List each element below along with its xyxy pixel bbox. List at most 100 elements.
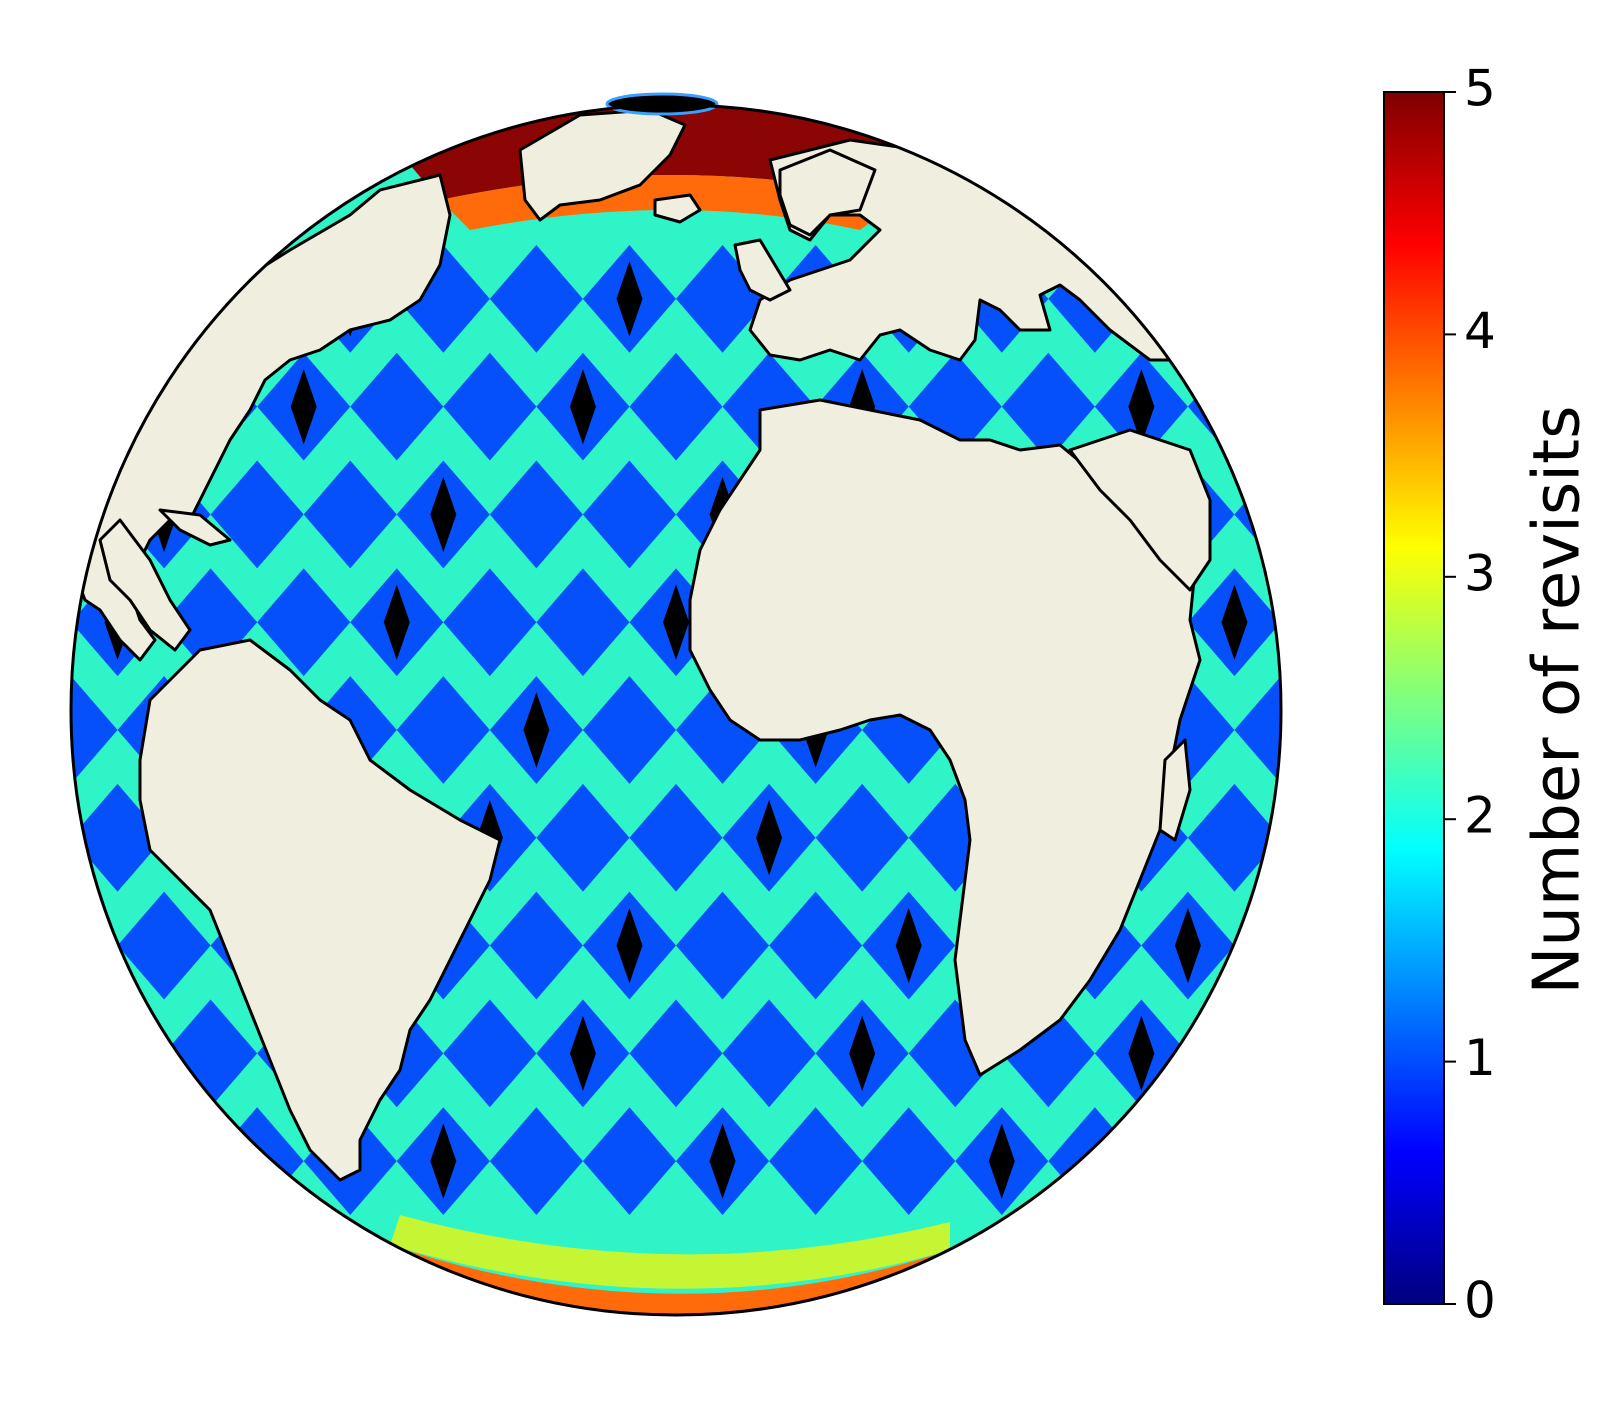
swath-gap-0 — [1128, 368, 1155, 445]
swath-gap-0 — [569, 1015, 596, 1092]
swath-diamond-1 — [629, 783, 723, 892]
colorbar-ticks: 0 1 2 3 4 5 — [1444, 60, 1496, 1330]
iceland-landmass — [653, 193, 702, 224]
swath-diamond-1 — [676, 891, 770, 1000]
swath-diamond-1 — [722, 999, 816, 1108]
colorbar-gradient — [1383, 91, 1445, 1305]
swath-diamond-1 — [582, 1107, 676, 1215]
swath-diamond-1 — [1001, 999, 1095, 1108]
swath-diamond-1 — [443, 568, 537, 677]
swath-diamond-1 — [350, 352, 444, 461]
central-america-landmass — [98, 518, 192, 652]
swath-diamond-1 — [1141, 245, 1235, 353]
swath-gap-0 — [11, 1016, 37, 1091]
swath-diamond-1 — [0, 1107, 24, 1215]
swath-diamond-1 — [862, 1107, 956, 1215]
swath-diamond-1 — [582, 460, 676, 569]
swath-gap-0 — [756, 800, 783, 876]
swath-diamond-1 — [536, 783, 630, 892]
swath-diamond-1 — [1187, 783, 1281, 892]
swath-diamond-1 — [629, 999, 723, 1108]
swath-diamond-1 — [489, 891, 583, 1000]
swath-diamond-1 — [629, 352, 723, 461]
swath-diamond-1 — [117, 891, 211, 1000]
globe — [0, 92, 1374, 1317]
swath-diamond-1 — [0, 784, 71, 892]
swath-gap-0 — [71, 261, 85, 337]
swath-diamond-1 — [117, 245, 211, 353]
swath-gap-0 — [11, 369, 37, 444]
south-america-landmass — [138, 638, 502, 1182]
swath-gap-0 — [430, 1123, 457, 1199]
swath-gap-0 — [71, 907, 85, 984]
swath-diamond-1 — [71, 676, 118, 784]
colorbar-tick-label: 1 — [1464, 1029, 1496, 1087]
scandinavia-landmass — [778, 148, 877, 237]
swath-gap-0 — [151, 1123, 178, 1199]
swath-gap-0 — [849, 1015, 876, 1092]
swath-diamond-1 — [0, 676, 24, 784]
swath-gap-0 — [616, 261, 643, 337]
swath-diamond-1 — [1234, 245, 1281, 353]
colorbar-tick-label: 0 — [1464, 1272, 1496, 1330]
swath-gap-0 — [430, 476, 457, 553]
colorbar-tick-label: 4 — [1464, 302, 1496, 360]
swath-diamond-1 — [71, 999, 165, 1108]
swath-gap-0 — [290, 368, 317, 445]
swath-diamond-1 — [443, 999, 537, 1108]
swath-diamond-1 — [582, 676, 676, 784]
swath-diamond-1 — [1234, 1107, 1281, 1215]
swath-diamond-1 — [769, 891, 863, 1000]
swath-diamond-1 — [769, 1107, 863, 1215]
swath-diamond-1 — [0, 353, 71, 461]
swath-gap-0 — [523, 692, 550, 768]
swath-diamond-1 — [1281, 353, 1374, 461]
swath-gap-0 — [1267, 476, 1281, 553]
swath-gap-0 — [895, 907, 922, 984]
swath-diamond-1 — [210, 460, 304, 569]
colorbar-label: Number of revisits — [1521, 406, 1595, 995]
swath-diamond-1 — [1187, 999, 1281, 1108]
swath-diamond-1 — [0, 999, 71, 1107]
swath-diamond-1 — [303, 460, 397, 569]
swath-diamond-1 — [489, 245, 583, 353]
swath-diamond-1 — [0, 568, 71, 676]
swath-diamond-1 — [489, 1107, 583, 1215]
swath-diamond-1 — [536, 568, 630, 677]
swath-gap-0 — [1128, 1015, 1155, 1092]
swath-gap-0 — [662, 584, 690, 660]
swath-diamond-1 — [1281, 784, 1374, 892]
land-masses — [71, 108, 1212, 1182]
swath-diamond-1 — [1141, 676, 1235, 784]
arabian-peninsula-landmass — [1068, 428, 1212, 592]
cuba-island — [158, 508, 232, 547]
swath-gap-0 — [1315, 800, 1341, 875]
swath-gap-0 — [1267, 1123, 1281, 1199]
colorbar-tick-label: 5 — [1464, 60, 1496, 118]
swath-gap-0 — [988, 1123, 1015, 1199]
swath-diamond-1 — [71, 1107, 118, 1215]
swath-gap-0 — [1174, 907, 1201, 984]
colorbar-tick-label: 2 — [1464, 787, 1496, 845]
swath-gap-0 — [383, 584, 410, 660]
north-america-landmass — [71, 173, 452, 662]
swath-gap-0 — [709, 1123, 736, 1199]
swath-gap-0 — [1174, 261, 1201, 337]
madagascar-island — [1158, 738, 1192, 842]
swath-diamond-1 — [489, 460, 583, 569]
swath-diamond-1 — [1281, 568, 1374, 676]
swath-diamond-1 — [396, 676, 490, 784]
swath-gap-0 — [1221, 584, 1248, 660]
swath-diamond-1 — [0, 245, 24, 353]
swath-diamond-1 — [1281, 999, 1374, 1107]
swath-diamond-1 — [0, 461, 24, 569]
globe-outline — [69, 103, 1283, 1317]
swath-diamond-1 — [443, 352, 537, 461]
swath-gap-0 — [616, 907, 643, 984]
swath-gap-0 — [569, 368, 596, 445]
swath-diamond-1 — [117, 1107, 211, 1215]
swath-diamond-1 — [0, 892, 24, 1000]
swath-diamond-1 — [1141, 1107, 1235, 1215]
swath-diamond-1 — [257, 568, 351, 677]
